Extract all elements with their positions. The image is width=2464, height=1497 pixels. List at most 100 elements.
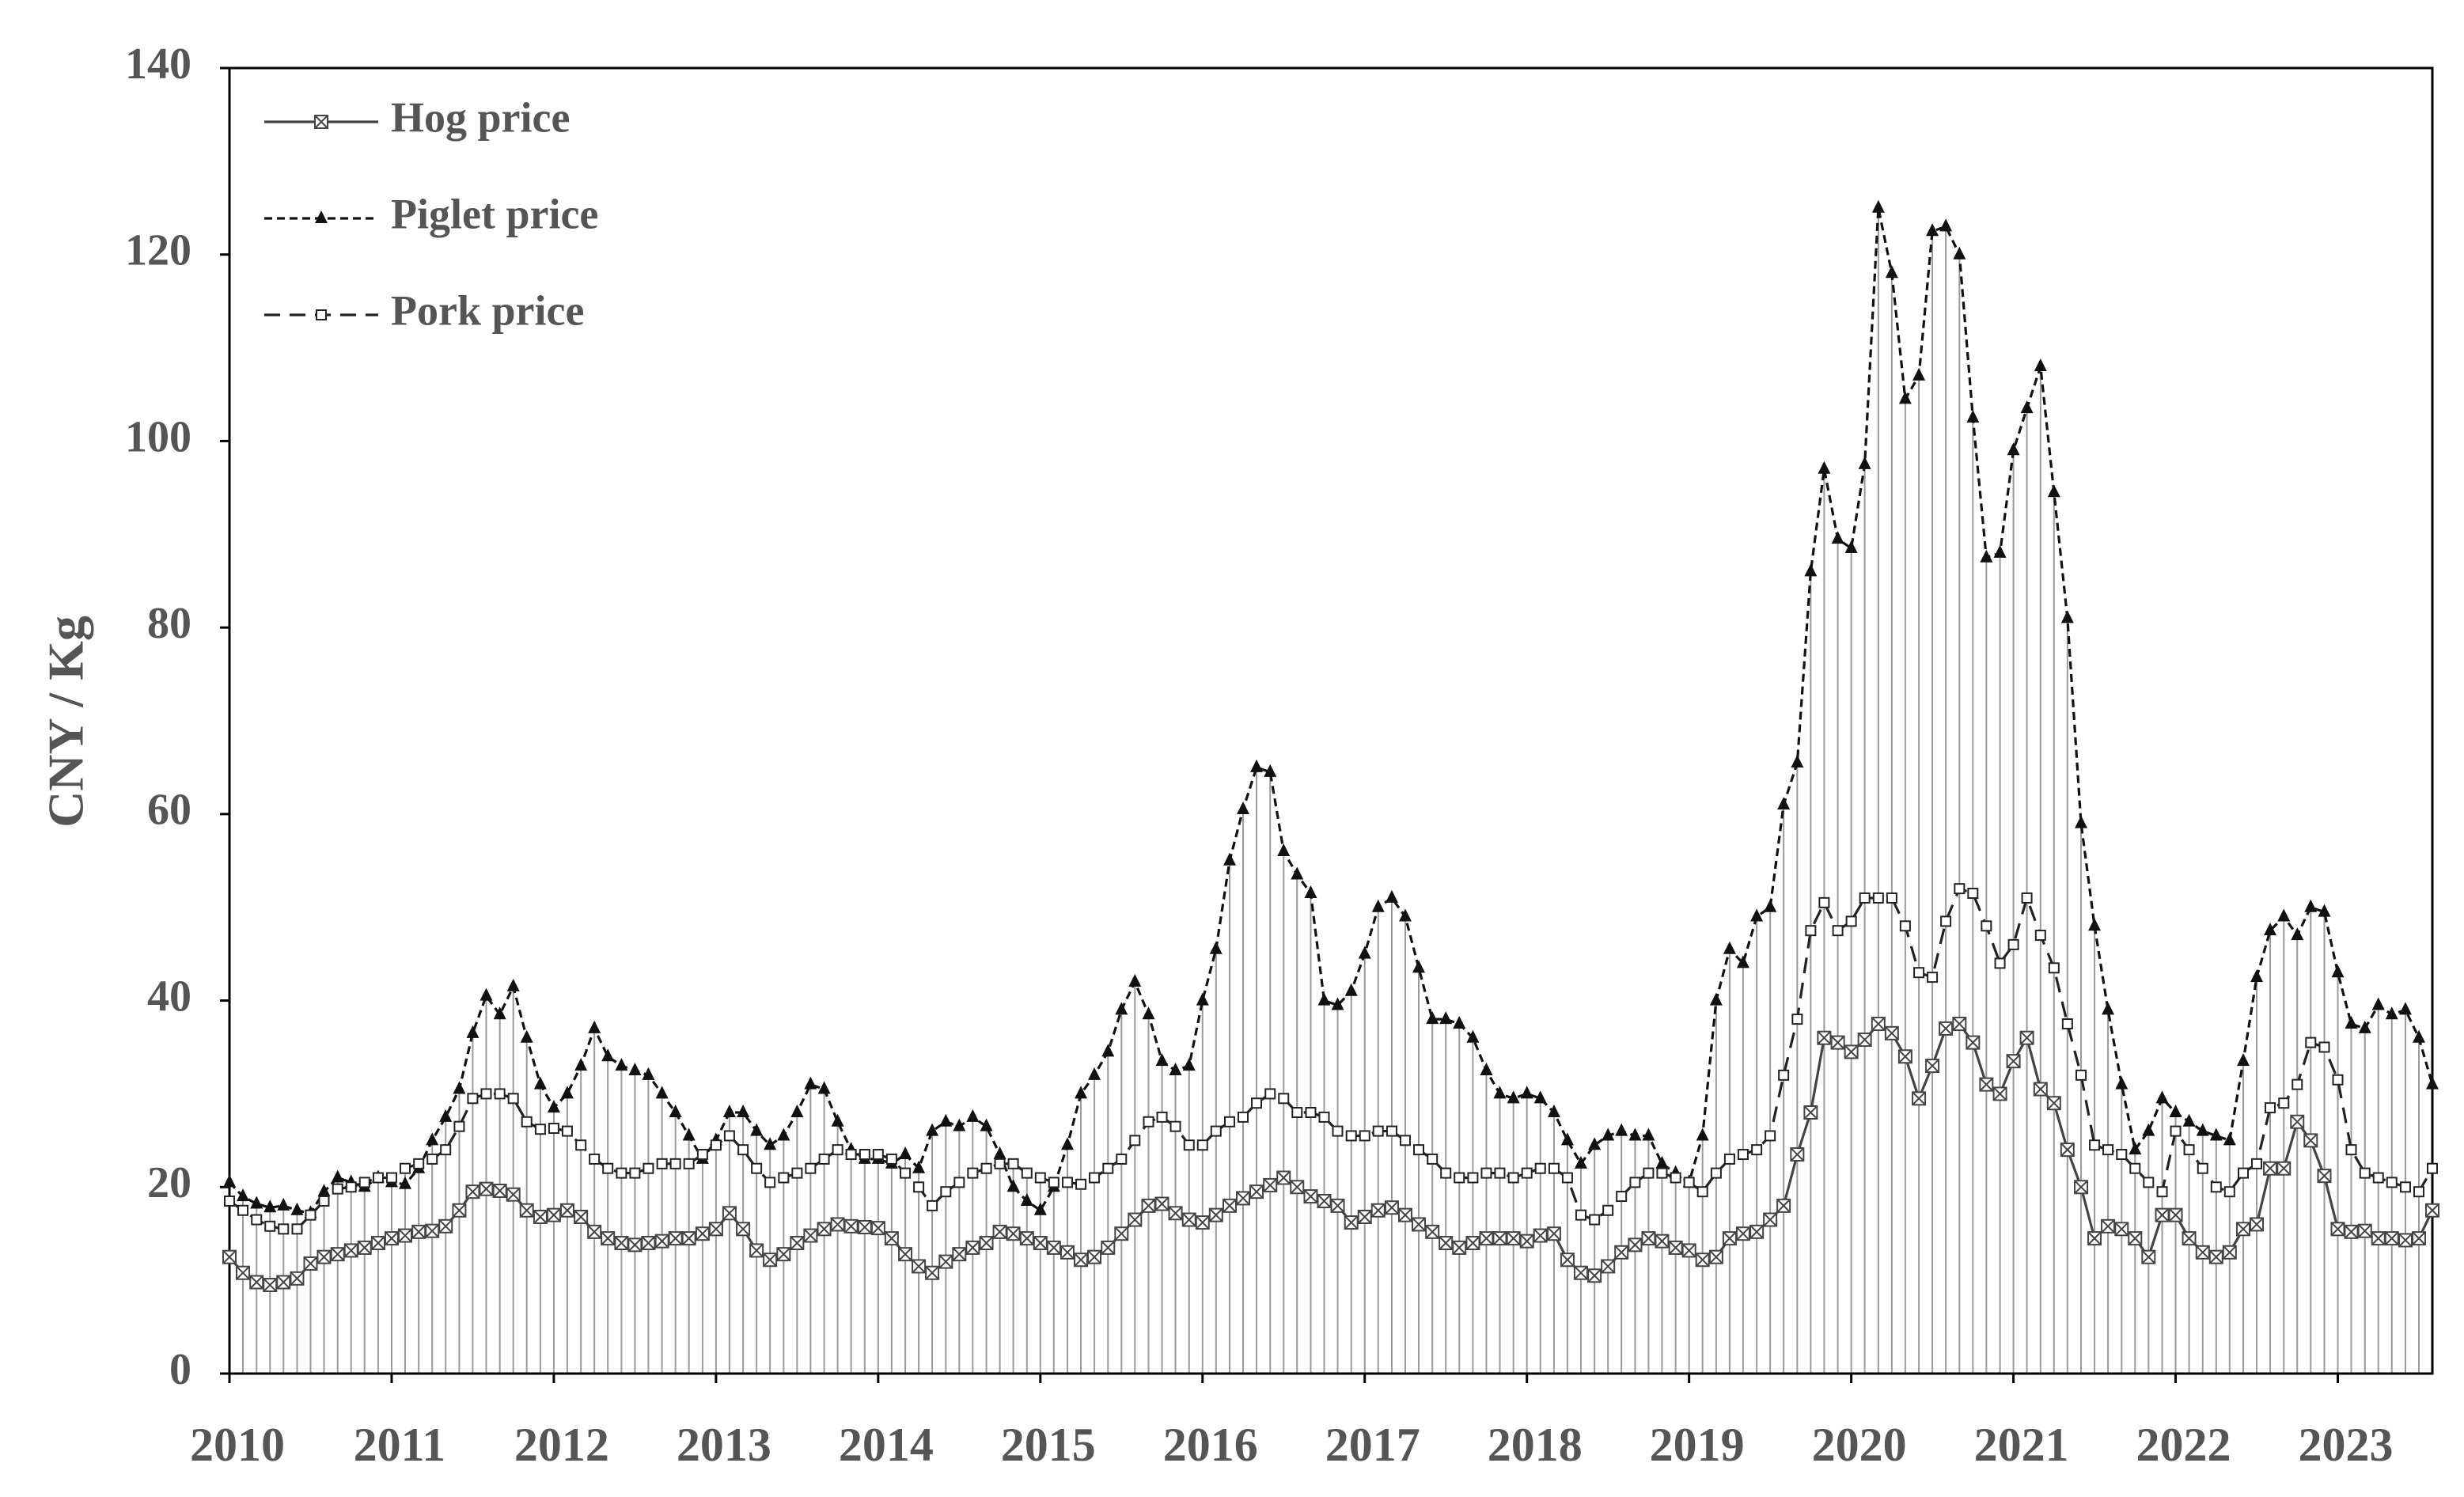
marker (1128, 974, 1142, 987)
marker-cross (1939, 1021, 1953, 1036)
marker (1519, 1234, 1534, 1249)
marker (2399, 1181, 2411, 1193)
marker (1696, 1186, 1708, 1198)
marker (1114, 1226, 1129, 1241)
marker (1710, 1167, 1722, 1179)
marker (2006, 1054, 2021, 1069)
marker-cross (263, 1278, 277, 1292)
marker (1912, 367, 1926, 381)
marker (1992, 1086, 2007, 1101)
marker (1440, 1167, 1452, 1179)
marker (1074, 1253, 1089, 1268)
marker-cross (314, 115, 328, 129)
marker-cross (681, 1231, 696, 1245)
marker-cross (992, 1225, 1007, 1239)
marker (1859, 892, 1871, 904)
marker (453, 1120, 465, 1132)
marker (1062, 1177, 1074, 1188)
marker (1264, 1088, 1276, 1100)
marker (1467, 1172, 1479, 1184)
marker-cross (1168, 1206, 1183, 1220)
marker (507, 1093, 519, 1105)
marker-cross (2034, 1082, 2048, 1097)
marker-cross (1709, 1249, 1723, 1264)
marker (480, 987, 493, 1001)
marker (1345, 1130, 1357, 1142)
marker (1602, 1127, 1615, 1141)
marker (776, 1247, 791, 1262)
marker-cross (627, 1237, 643, 1253)
marker-cross (236, 1266, 250, 1280)
marker (2102, 1144, 2114, 1156)
x-tick-label: 2015 (1001, 1419, 1096, 1471)
marker (2021, 892, 2033, 904)
marker (736, 1222, 751, 1237)
marker-cross (2398, 1233, 2413, 1248)
marker (314, 115, 328, 129)
marker-cross (1398, 1207, 1412, 1222)
marker (899, 1146, 912, 1160)
marker (2238, 1167, 2250, 1179)
marker-cross (303, 1256, 318, 1271)
marker (1317, 1193, 1332, 1208)
marker (1291, 866, 1304, 880)
marker (278, 1223, 290, 1235)
marker-cross (2182, 1231, 2197, 1245)
marker (722, 1206, 737, 1221)
marker-cross (2412, 1231, 2426, 1245)
marker (452, 1203, 467, 1218)
marker-cross (1006, 1226, 1021, 1241)
marker (425, 1223, 440, 1238)
marker (1764, 899, 1777, 912)
marker (1386, 1125, 1397, 1137)
marker (2182, 1231, 2197, 1246)
marker (966, 1109, 980, 1122)
marker (1778, 1069, 1790, 1081)
marker (1858, 456, 1871, 469)
marker (1398, 908, 1412, 922)
marker (251, 1214, 263, 1226)
marker (1033, 1202, 1047, 1215)
marker (1520, 1086, 1533, 1099)
legend-label: Piglet price (391, 190, 598, 237)
marker (1670, 1172, 1681, 1184)
marker (1642, 1127, 1655, 1141)
marker-cross (885, 1231, 899, 1245)
marker (1156, 1111, 1168, 1123)
marker (224, 1195, 235, 1207)
marker (1397, 1207, 1412, 1222)
marker-cross (736, 1222, 750, 1237)
marker-cross (398, 1228, 412, 1243)
marker (1615, 1123, 1628, 1136)
marker (1224, 1116, 1236, 1127)
marker-cross (1992, 1086, 2007, 1101)
marker-cross (858, 1220, 872, 1234)
marker-cross (2290, 1115, 2304, 1129)
marker (2371, 997, 2385, 1010)
y-axis-label: CNY / Kg (38, 616, 94, 828)
marker (506, 1187, 521, 1202)
marker (1238, 1111, 1249, 1123)
marker (2427, 1162, 2438, 1174)
marker-cross (1033, 1236, 1048, 1250)
marker-cross (2087, 1231, 2102, 1245)
marker (938, 1254, 953, 1269)
marker (912, 1160, 926, 1173)
marker (1966, 1035, 1981, 1050)
marker (574, 1210, 589, 1224)
marker-cross (2168, 1207, 2183, 1222)
marker (940, 1186, 952, 1198)
marker (1385, 889, 1398, 903)
legend-item: Piglet price (264, 190, 598, 237)
marker (1209, 941, 1223, 954)
marker (993, 1146, 1006, 1160)
marker (1102, 1162, 1114, 1174)
marker (1439, 1236, 1454, 1250)
marker-cross (1655, 1234, 1670, 1249)
marker (615, 1058, 628, 1071)
marker (1223, 1198, 1238, 1213)
marker (1359, 1130, 1370, 1142)
marker (2155, 1090, 2169, 1104)
marker-cross (1249, 1184, 1264, 1199)
